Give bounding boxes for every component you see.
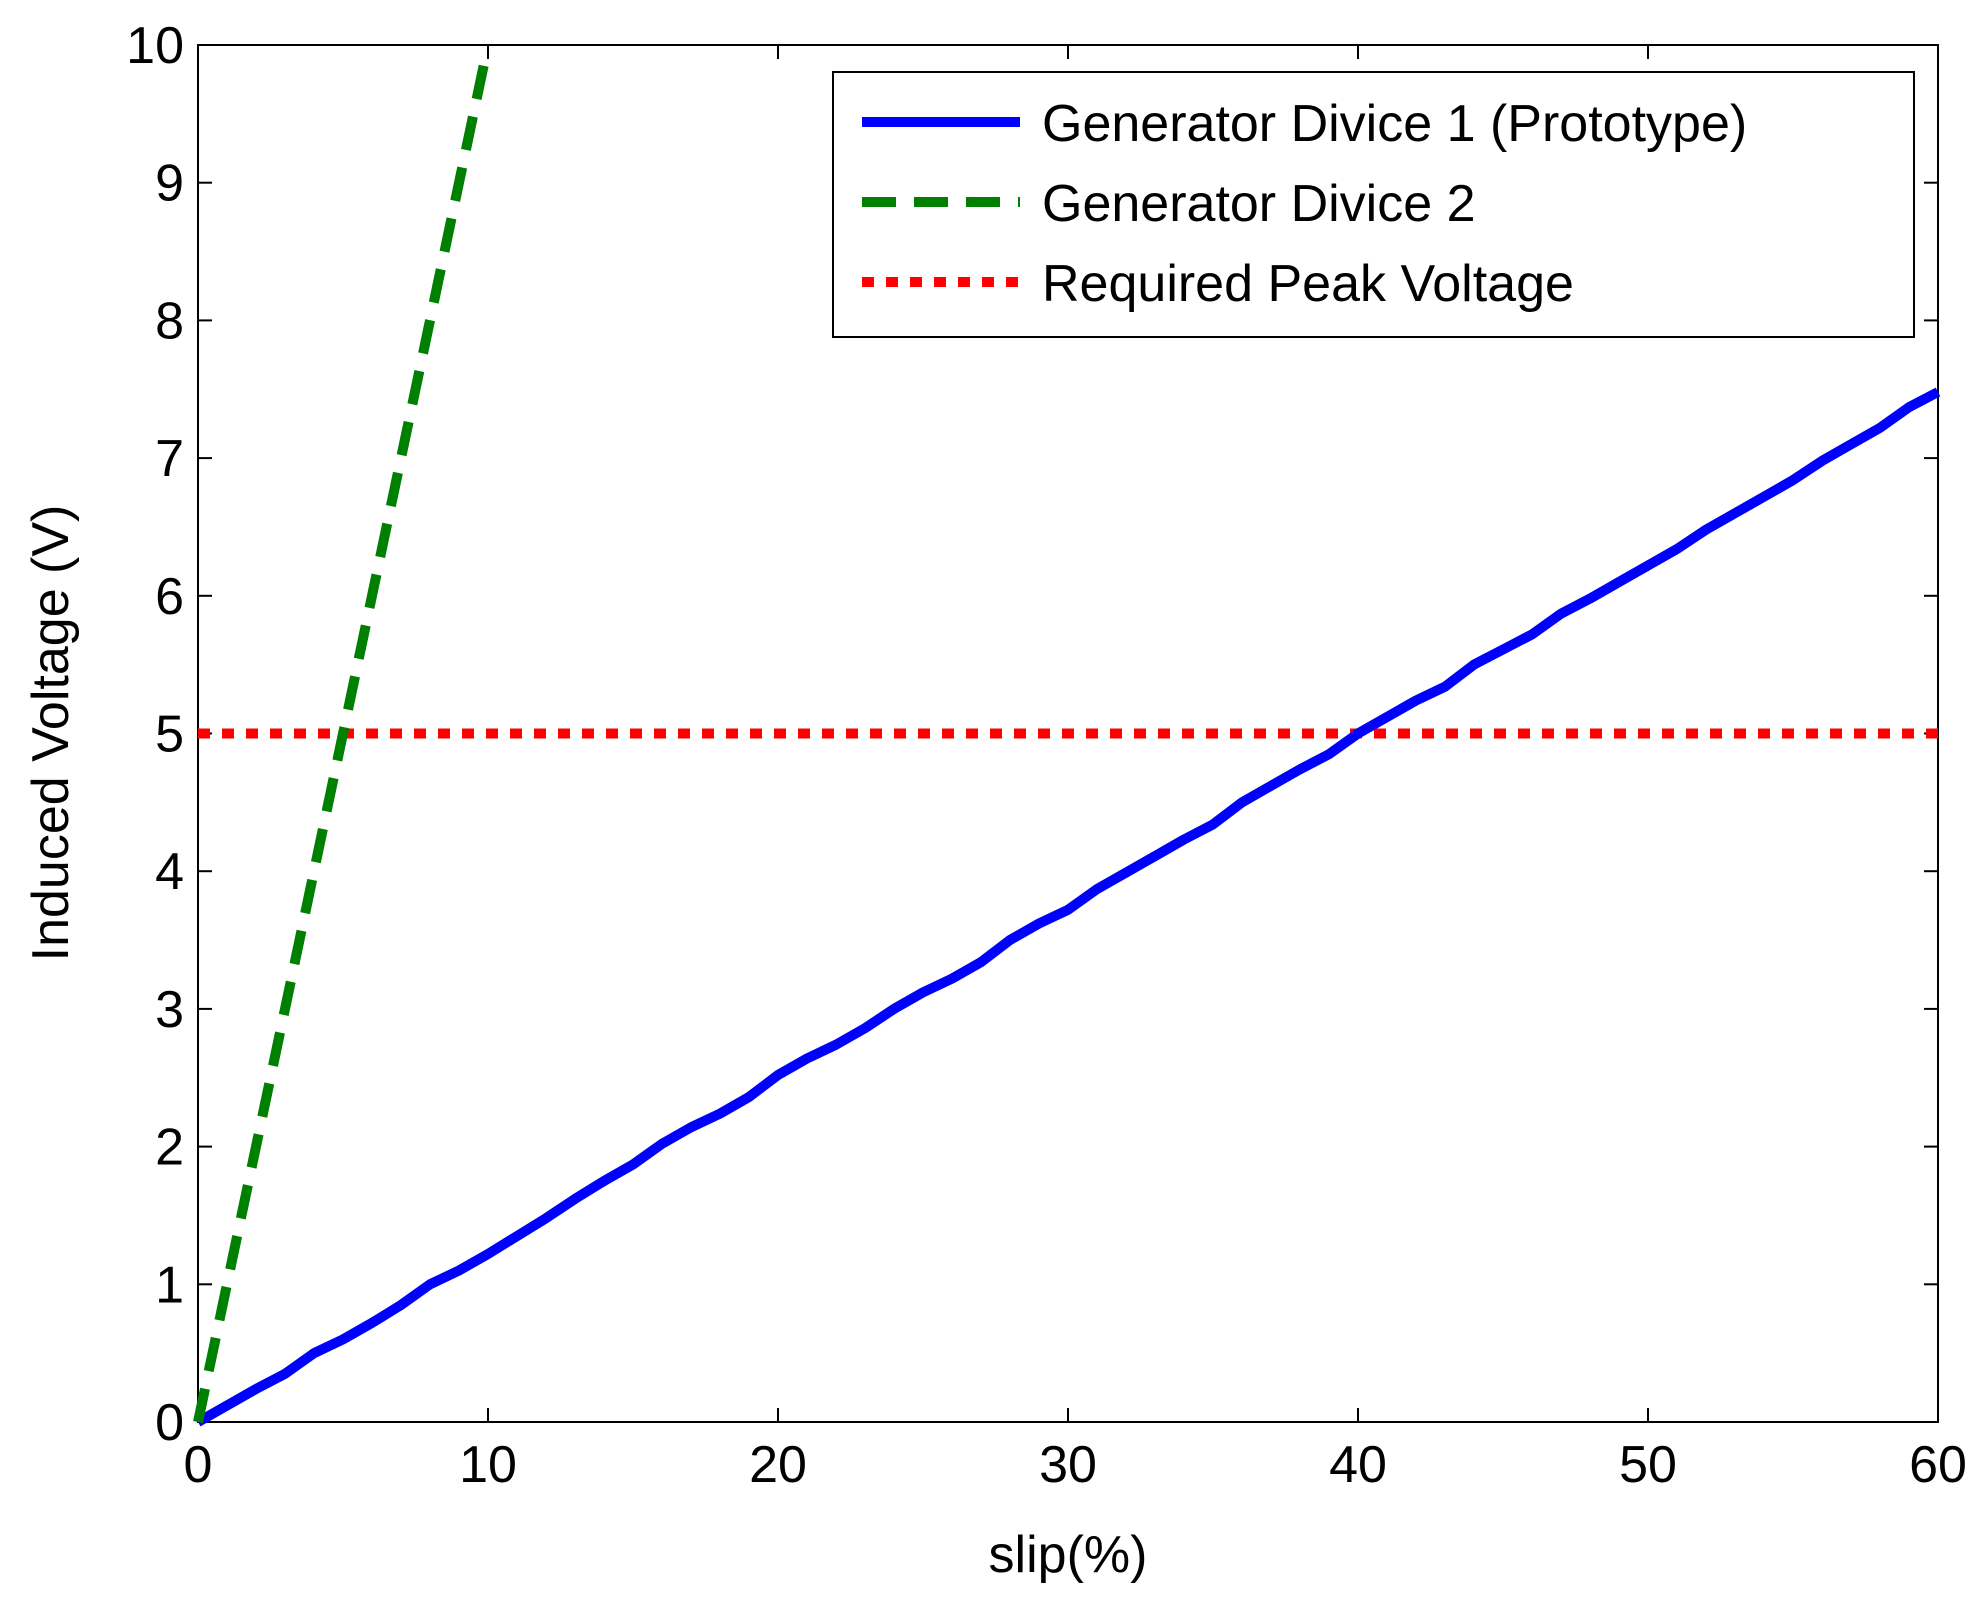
y-tick-label: 10: [126, 17, 184, 75]
x-tick-label: 60: [1909, 1436, 1967, 1494]
x-tick-label: 0: [184, 1436, 213, 1494]
y-axis-ticks: 0 1 2 3 4 5 6 7 8 9 10: [126, 17, 1938, 1452]
x-axis-label: slip(%): [989, 1526, 1148, 1584]
legend-box: [832, 71, 1915, 338]
y-tick-label: 0: [155, 1394, 184, 1452]
x-tick-label: 20: [749, 1436, 807, 1494]
y-tick-label: 6: [155, 568, 184, 626]
series-line-1: [195, 387, 1941, 1427]
y-tick-label: 4: [155, 843, 184, 901]
x-axis-ticks: 0 10 20 30 40 50 60: [184, 45, 1967, 1494]
y-tick-label: 2: [155, 1119, 184, 1177]
x-tick-label: 40: [1329, 1436, 1387, 1494]
y-tick-label: 5: [155, 706, 184, 764]
x-tick-label: 50: [1619, 1436, 1677, 1494]
series-layer: [193, 57, 1941, 1427]
legend: Generator Divice 1 (Prototype) Generator …: [832, 71, 1915, 338]
legend-label-1: Generator Divice 1 (Prototype): [1042, 95, 1747, 153]
legend-label-2: Generator Divice 2: [1042, 175, 1476, 233]
y-tick-label: 3: [155, 981, 184, 1039]
series-line-2: [193, 57, 490, 1424]
y-axis-label: Induced Voltage (V): [22, 505, 80, 962]
x-tick-label: 30: [1039, 1436, 1097, 1494]
y-tick-label: 7: [155, 430, 184, 488]
y-tick-label: 1: [155, 1256, 184, 1314]
y-tick-label: 8: [155, 292, 184, 350]
legend-label-3: Required Peak Voltage: [1042, 255, 1574, 313]
x-tick-label: 10: [459, 1436, 517, 1494]
y-tick-label: 9: [155, 155, 184, 213]
